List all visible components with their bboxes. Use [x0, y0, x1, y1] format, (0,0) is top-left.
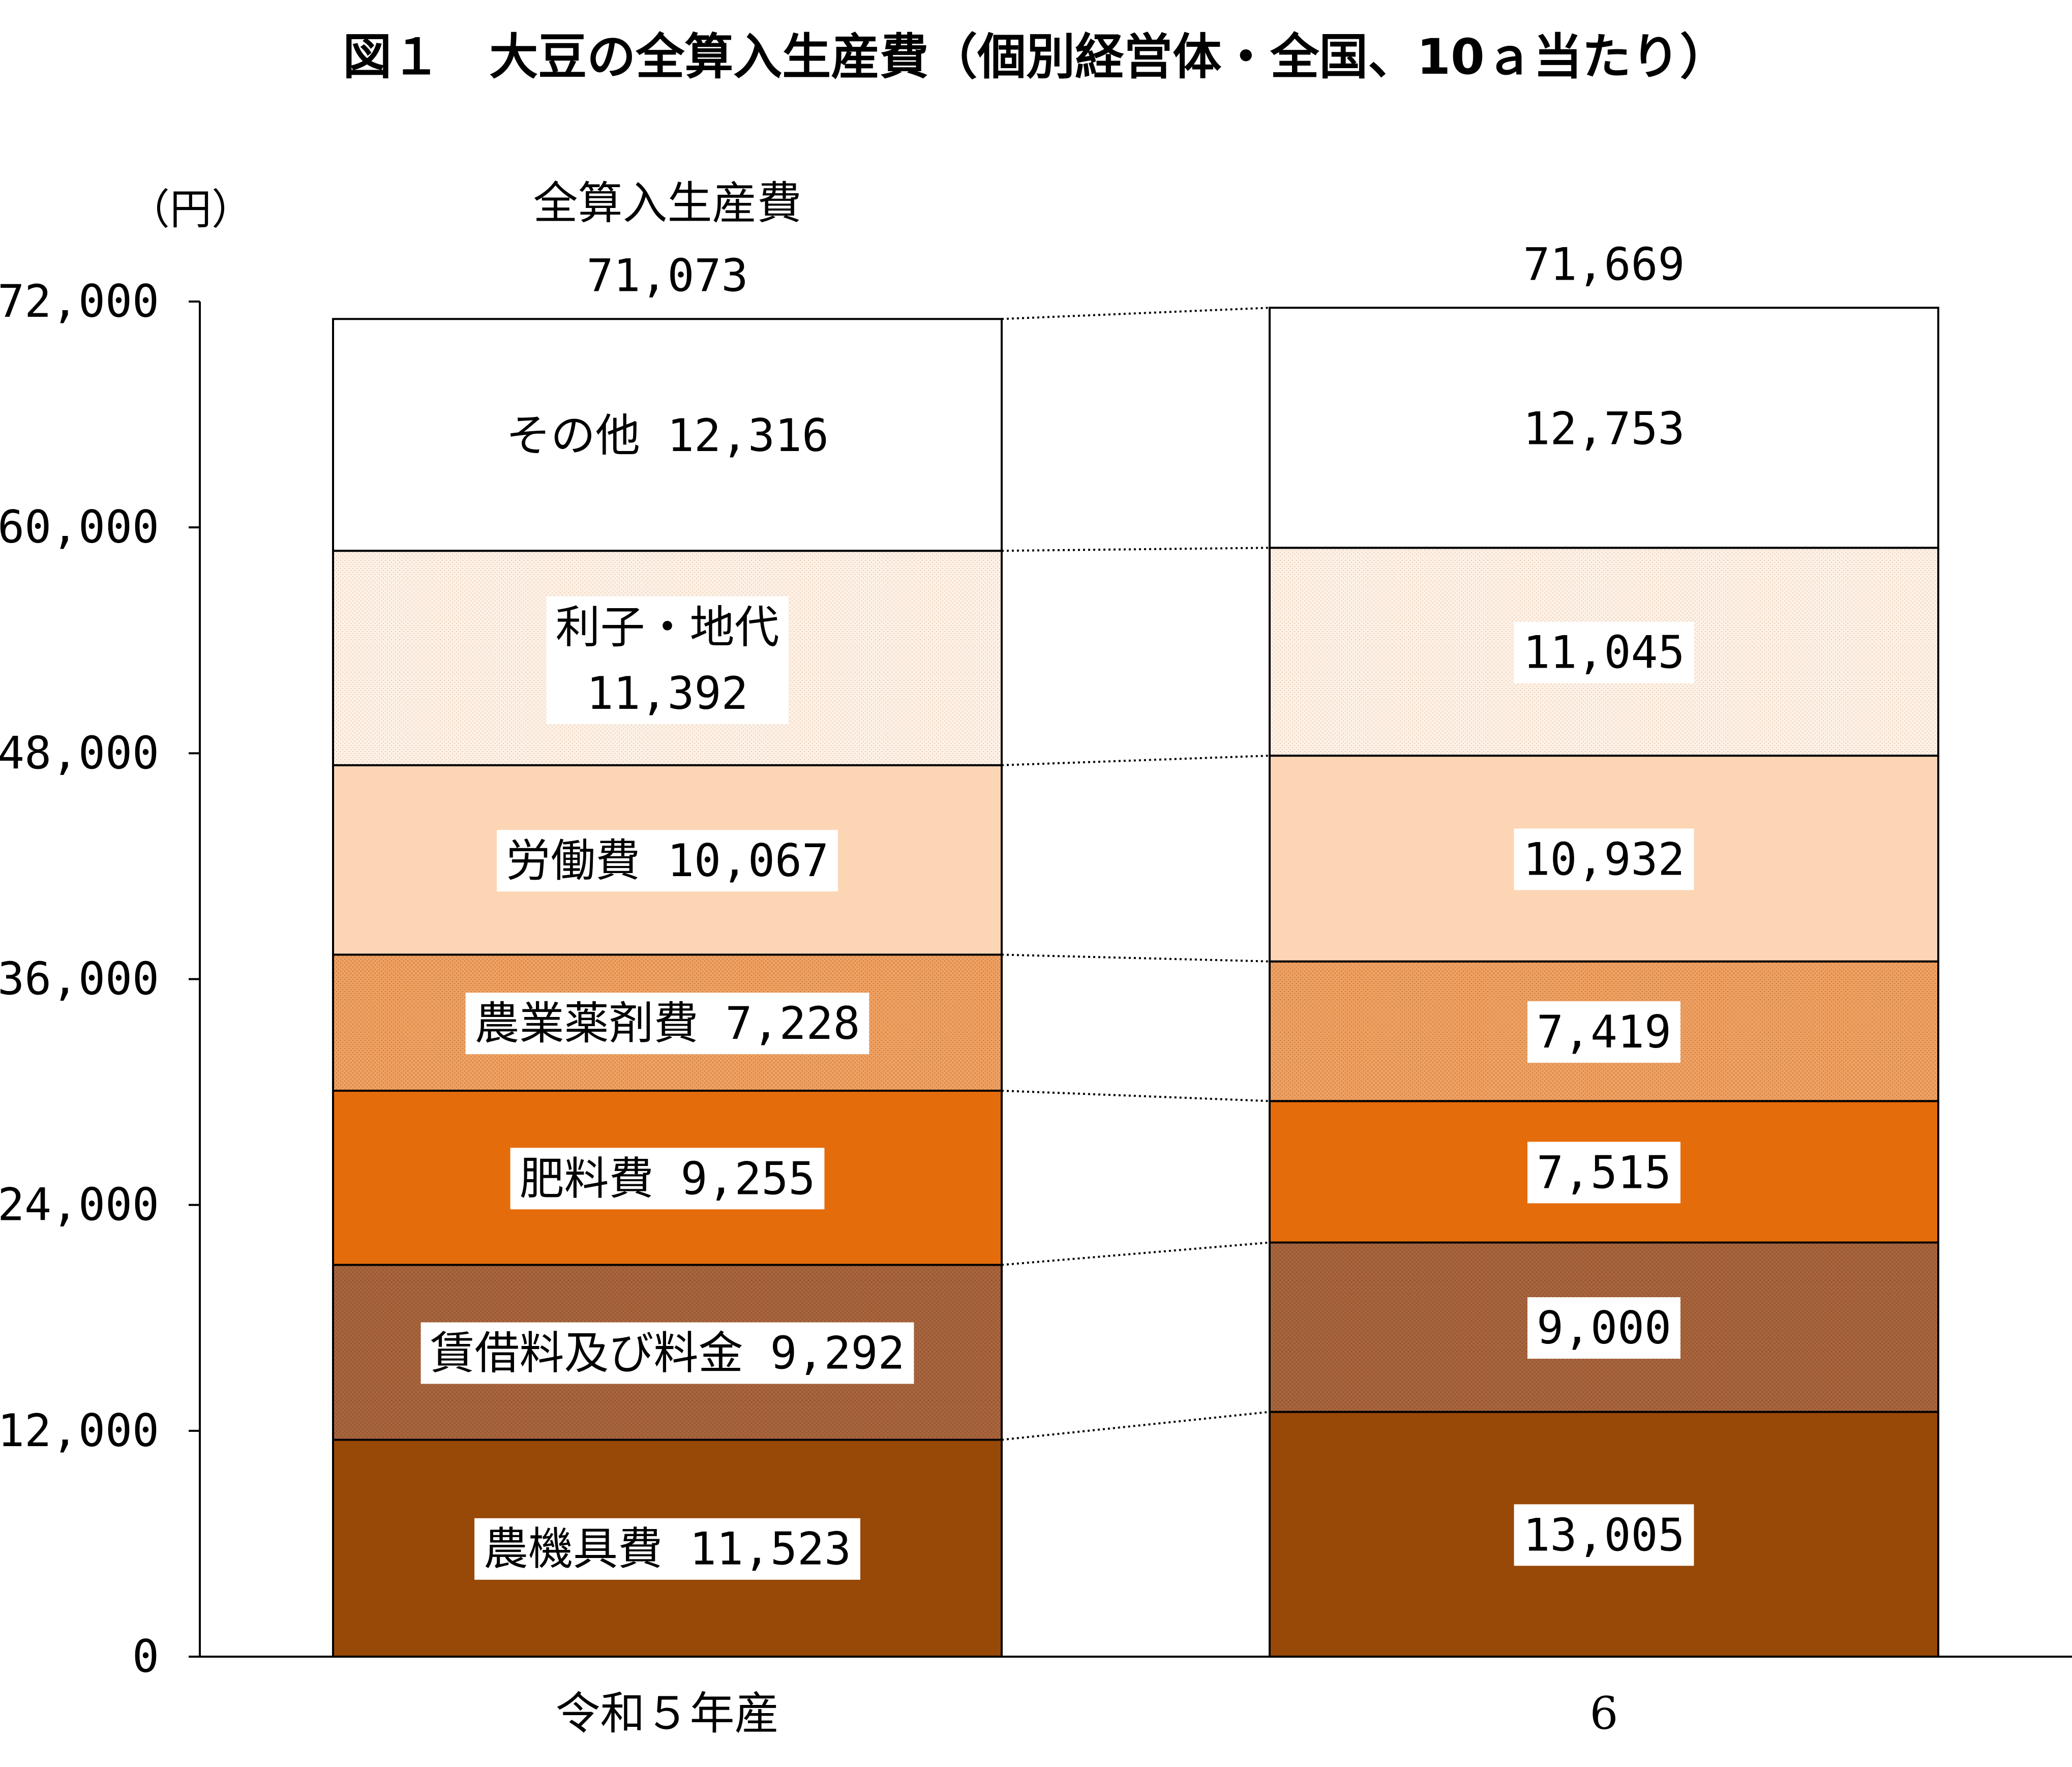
label-gap — [640, 409, 667, 462]
data-label: 農機具費 11,523 — [474, 1518, 860, 1580]
series-name: 労働費 — [506, 834, 640, 887]
data-label-box — [1514, 828, 1694, 890]
label-gap — [654, 1152, 681, 1205]
series-value-label: 肥料費 9,255 — [520, 1152, 816, 1205]
connector-lines — [1001, 307, 1270, 1441]
value: 10,067 — [667, 834, 829, 887]
y-tick-label: 60,000 — [0, 501, 159, 553]
y-tick-label: 0 — [132, 1630, 159, 1683]
value: 9,255 — [681, 1152, 816, 1205]
total-caption: 全算入生産費 — [533, 177, 801, 229]
value: 9,292 — [770, 1327, 905, 1380]
value-label: 12,753 — [1523, 402, 1685, 455]
series-name: 賃借料及び料金 — [430, 1327, 743, 1380]
data-label-box — [1527, 1142, 1680, 1204]
value-label: 7,419 — [1537, 1006, 1671, 1058]
value-label: 9,000 — [1537, 1302, 1671, 1354]
data-label-box — [546, 596, 789, 725]
data-label: 12,753 — [1523, 402, 1685, 455]
y-axis-unit-label: （円） — [128, 186, 253, 234]
data-label: 労働費 10,067 — [497, 830, 838, 892]
value: 7,228 — [726, 997, 860, 1050]
value-label: 7,515 — [1537, 1146, 1671, 1199]
bar-segment — [1269, 307, 1939, 549]
x-tick-label: 令和５年産 — [555, 1687, 779, 1740]
data-label-box — [497, 830, 838, 892]
y-tick-label: 24,000 — [0, 1179, 159, 1231]
series-name: その他 — [506, 409, 640, 462]
connector-line — [1001, 1089, 1270, 1102]
series-value-label: 農業薬剤費 7,228 — [475, 997, 860, 1050]
data-label: 7,419 — [1527, 1001, 1680, 1063]
x-tick-label: 6 — [1590, 1687, 1618, 1740]
data-label-box — [465, 993, 869, 1055]
y-tick-label: 72,000 — [0, 275, 159, 327]
data-label: 9,000 — [1527, 1297, 1680, 1359]
connector-line — [1001, 755, 1270, 766]
value-label: 13,005 — [1523, 1509, 1685, 1561]
data-label: 7,515 — [1527, 1142, 1680, 1204]
value-label: 11,045 — [1523, 626, 1685, 679]
total-value-label: 71,669 — [1523, 238, 1685, 290]
y-axis-ticks: 0 12,000 24,000 36,000 48,000 60,000 72,000 — [0, 275, 200, 1683]
series-name-label: 利子・地代 — [555, 601, 779, 653]
data-label: その他 12,316 — [506, 409, 829, 462]
series-value-label: 労働費 10,067 — [506, 834, 829, 887]
bars-group — [332, 307, 1939, 1658]
label-gap — [699, 997, 726, 1050]
series-name: 肥料費 — [520, 1152, 654, 1205]
connector-line — [1001, 307, 1270, 320]
y-tick-label: 36,000 — [0, 953, 159, 1005]
label-gap — [743, 1327, 770, 1380]
data-label: 肥料費 9,255 — [510, 1148, 825, 1210]
series-name: 農機具費 — [484, 1523, 663, 1575]
value-label: 10,932 — [1523, 833, 1685, 885]
data-label: 利子・地代 11,392 — [546, 596, 789, 725]
series-value-label: 賃借料及び料金 9,292 — [430, 1327, 905, 1380]
value-label: 11,392 — [587, 667, 748, 720]
connector-line — [1001, 1411, 1270, 1441]
x-axis-tick-labels: 令和５年産 6 — [555, 1687, 1618, 1740]
data-label-box — [1527, 1297, 1680, 1359]
total-labels: 全算入生産費 71,073 71,669 — [533, 177, 1685, 302]
series-value-label: 農機具費 11,523 — [484, 1523, 851, 1575]
value: 11,523 — [689, 1523, 851, 1575]
connector-line — [1001, 547, 1270, 552]
data-label: 10,932 — [1514, 828, 1694, 890]
connector-line — [1001, 1241, 1270, 1266]
data-label-box — [1514, 1504, 1694, 1566]
data-label-box — [1514, 621, 1694, 683]
data-label: 11,045 — [1514, 621, 1694, 683]
value: 12,316 — [667, 409, 829, 462]
total-value-label: 71,073 — [587, 249, 748, 302]
bar-segment — [332, 318, 1003, 552]
chart-title: 図１ 大豆の全算入生産費（個別経営体・全国、10ａ当たり） — [343, 28, 1729, 85]
series-name: 農業薬剤費 — [475, 997, 699, 1050]
label-gap — [640, 834, 667, 887]
connector-line — [1001, 953, 1270, 963]
data-label: 賃借料及び料金 9,292 — [421, 1322, 914, 1384]
data-label-box — [474, 1518, 860, 1580]
label-gap — [663, 1523, 689, 1575]
data-label-box — [421, 1322, 914, 1384]
data-labels-group: 農機具費 11,523 賃借料及び料金 9,292 肥料費 9,255 農業薬剤費 7… — [421, 402, 1694, 1580]
y-tick-label: 48,000 — [0, 727, 159, 779]
data-label-box — [510, 1148, 825, 1210]
series-value-label: その他 12,316 — [506, 409, 829, 462]
data-label: 農業薬剤費 7,228 — [465, 993, 869, 1055]
data-label-box — [1527, 1001, 1680, 1063]
data-label: 13,005 — [1514, 1504, 1694, 1566]
y-tick-label: 12,000 — [0, 1404, 159, 1457]
